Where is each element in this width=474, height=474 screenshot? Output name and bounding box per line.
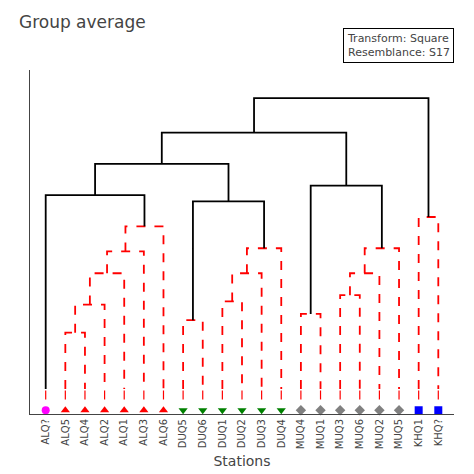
svg-text:MUQ6: MUQ6 <box>354 419 365 449</box>
svg-text:ALQ6: ALQ6 <box>158 419 169 446</box>
svg-text:Group average: Group average <box>19 12 146 32</box>
svg-text:ALQ4: ALQ4 <box>79 419 90 446</box>
svg-text:DUQ4: DUQ4 <box>276 419 287 448</box>
svg-text:ALQ?: ALQ? <box>40 419 51 445</box>
svg-text:DUQ1: DUQ1 <box>217 419 228 448</box>
svg-text:DUQ5: DUQ5 <box>177 419 188 448</box>
svg-text:DUQ3: DUQ3 <box>256 419 267 448</box>
svg-text:ALQ5: ALQ5 <box>60 419 71 446</box>
svg-text:ALQ1: ALQ1 <box>118 419 129 446</box>
svg-text:ALQ2: ALQ2 <box>99 419 110 446</box>
svg-text:MUQ3: MUQ3 <box>334 419 345 449</box>
svg-text:MUQ1: MUQ1 <box>315 419 326 449</box>
svg-text:KHQ?: KHQ? <box>433 419 444 446</box>
svg-text:MUQ5: MUQ5 <box>393 419 404 449</box>
svg-text:KHQ1: KHQ1 <box>413 419 424 447</box>
svg-text:DUQ2: DUQ2 <box>236 419 247 448</box>
svg-text:ALQ3: ALQ3 <box>138 419 149 446</box>
svg-text:MUQ2: MUQ2 <box>374 419 385 449</box>
svg-text:Stations: Stations <box>213 453 270 469</box>
svg-text:Transform: SquareResemblance:: Transform: SquareResemblance: S17 <box>347 32 450 59</box>
svg-text:MUQ4: MUQ4 <box>295 419 306 449</box>
svg-text:DUQ6: DUQ6 <box>197 419 208 448</box>
